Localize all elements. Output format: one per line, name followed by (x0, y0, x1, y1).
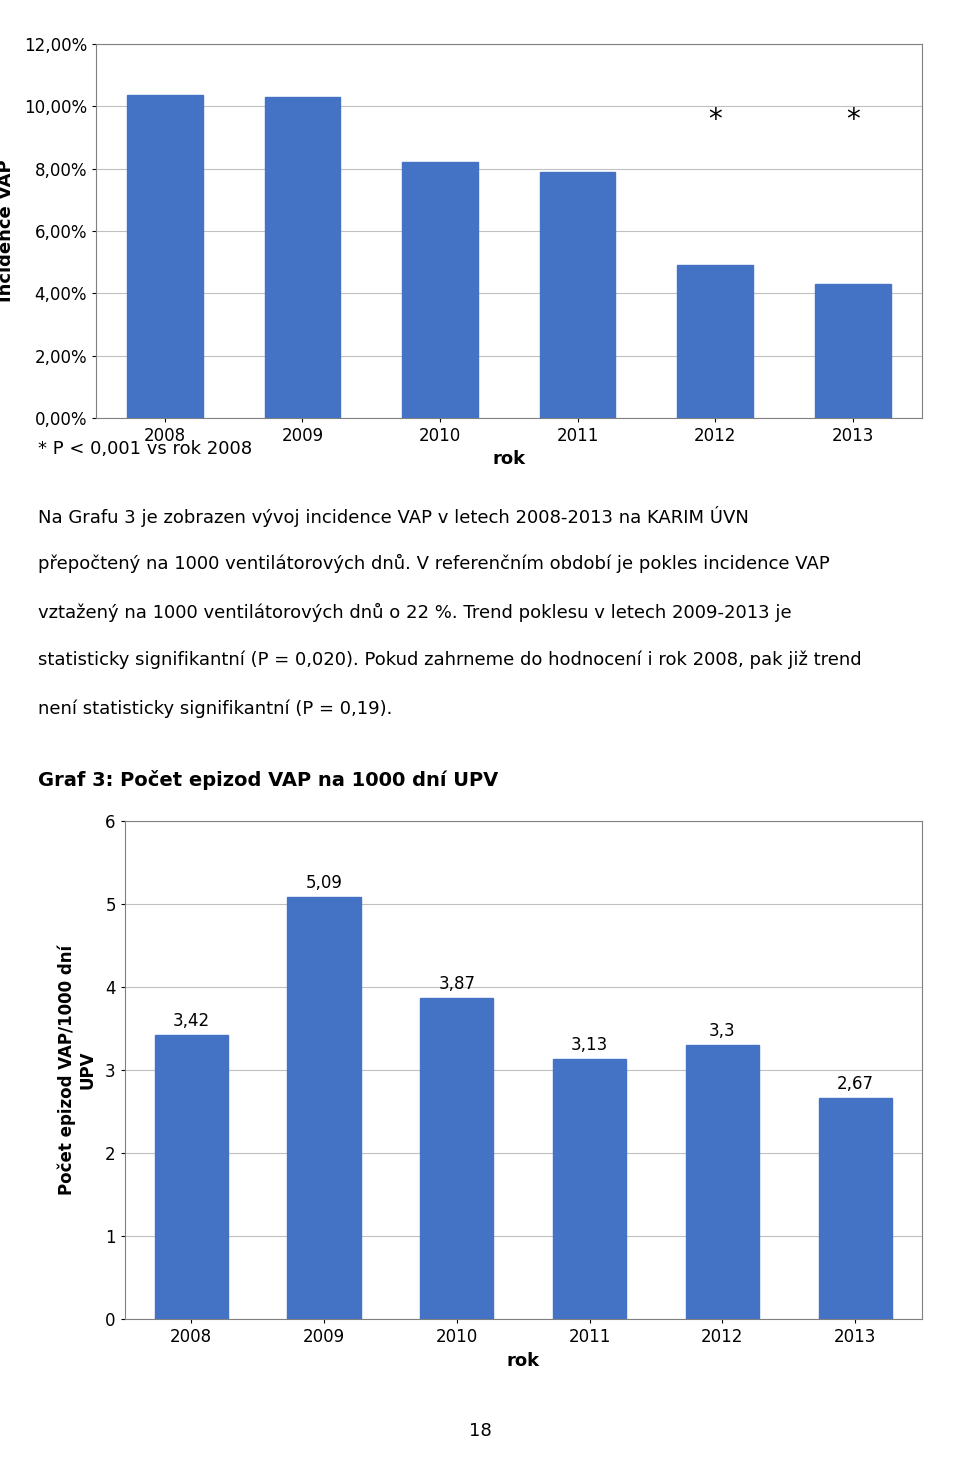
Bar (553, 1060, 626, 1319)
Text: 18: 18 (468, 1422, 492, 1440)
Bar (819, 1098, 892, 1319)
Bar (127, 95, 203, 418)
Bar (685, 1045, 759, 1319)
Text: vztažený na 1000 ventilátorových dnů o 22 %. Trend poklesu v letech 2009-2013 je: vztažený na 1000 ventilátorových dnů o 2… (38, 603, 792, 622)
Text: statisticky signifikantní (P = 0,020). Pokud zahrneme do hodnocení i rok 2008, p: statisticky signifikantní (P = 0,020). P… (38, 651, 862, 670)
Text: 3,13: 3,13 (571, 1036, 609, 1054)
Text: * P < 0,001 vs rok 2008: * P < 0,001 vs rok 2008 (38, 440, 252, 457)
Text: přepočtený na 1000 ventilátorových dnů. V referenčním období je pokles incidence: přepočtený na 1000 ventilátorových dnů. … (38, 554, 830, 573)
Bar (265, 97, 340, 418)
Bar (815, 284, 891, 418)
Bar (540, 172, 615, 418)
Text: 3,87: 3,87 (439, 975, 475, 992)
Text: *: * (846, 107, 859, 135)
Bar (155, 1035, 228, 1319)
Bar (402, 163, 478, 418)
Bar (420, 998, 493, 1319)
Text: 2,67: 2,67 (837, 1075, 874, 1092)
Text: není statisticky signifikantní (P = 0,19).: není statisticky signifikantní (P = 0,19… (38, 699, 393, 718)
Text: *: * (708, 107, 722, 135)
Text: 3,3: 3,3 (709, 1022, 735, 1041)
Y-axis label: Incidence VAP: Incidence VAP (0, 160, 15, 302)
X-axis label: rok: rok (507, 1352, 540, 1371)
Y-axis label: Počet epizod VAP/1000 dní
UPV: Počet epizod VAP/1000 dní UPV (58, 946, 97, 1195)
Bar (678, 265, 753, 418)
Text: 3,42: 3,42 (173, 1013, 210, 1031)
Text: Na Grafu 3 je zobrazen vývoj incidence VAP v letech 2008-2013 na KARIM ÚVN: Na Grafu 3 je zobrazen vývoj incidence V… (38, 506, 749, 526)
X-axis label: rok: rok (492, 450, 525, 469)
Text: Graf 3: Počet epizod VAP na 1000 dní UPV: Graf 3: Počet epizod VAP na 1000 dní UPV (38, 770, 498, 790)
Bar (287, 897, 361, 1319)
Text: 5,09: 5,09 (305, 874, 343, 891)
